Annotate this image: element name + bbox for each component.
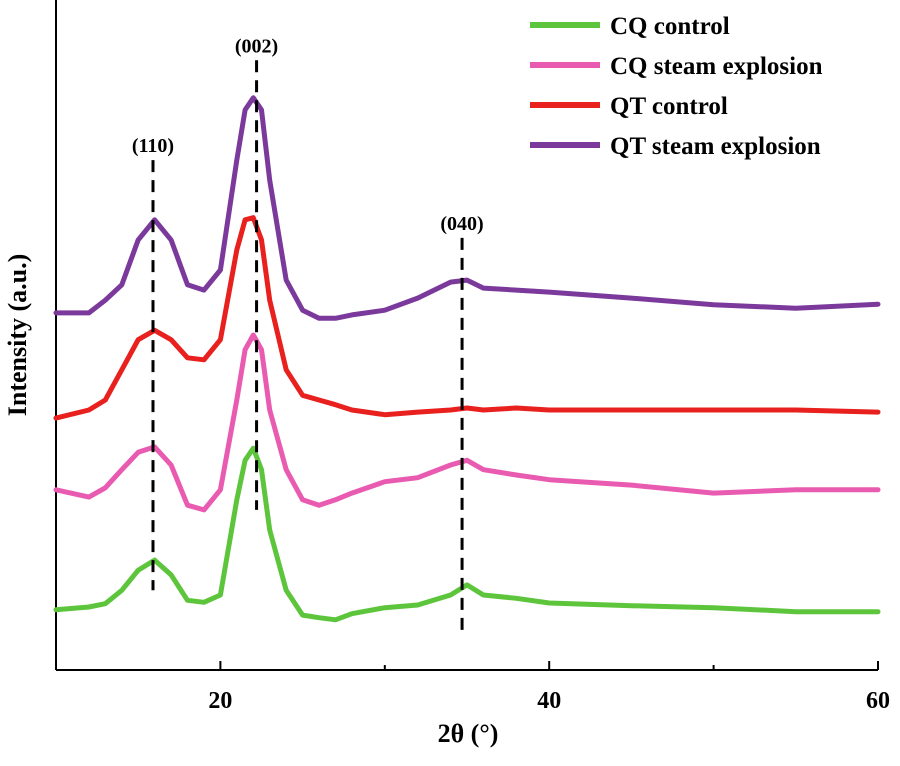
annotation-label: (110) — [132, 135, 174, 157]
x-tick-label: 20 — [208, 688, 232, 714]
legend-label: CQ control — [610, 13, 730, 40]
x-tick-label: 60 — [866, 688, 890, 714]
x-axis-label: 2θ (°) — [438, 719, 499, 748]
series-line — [53, 445, 881, 623]
y-axis-label: Intensity (a.u.) — [3, 254, 32, 417]
series-line — [53, 332, 881, 513]
x-tick-label: 40 — [537, 688, 561, 714]
series-line — [53, 215, 881, 421]
annotation-label: (040) — [440, 213, 483, 235]
annotation-label: (002) — [235, 35, 278, 57]
legend-label: QT control — [610, 93, 728, 120]
legend-label: CQ steam explosion — [610, 53, 823, 80]
legend-label: QT steam explosion — [610, 133, 821, 160]
series-line — [53, 95, 881, 321]
